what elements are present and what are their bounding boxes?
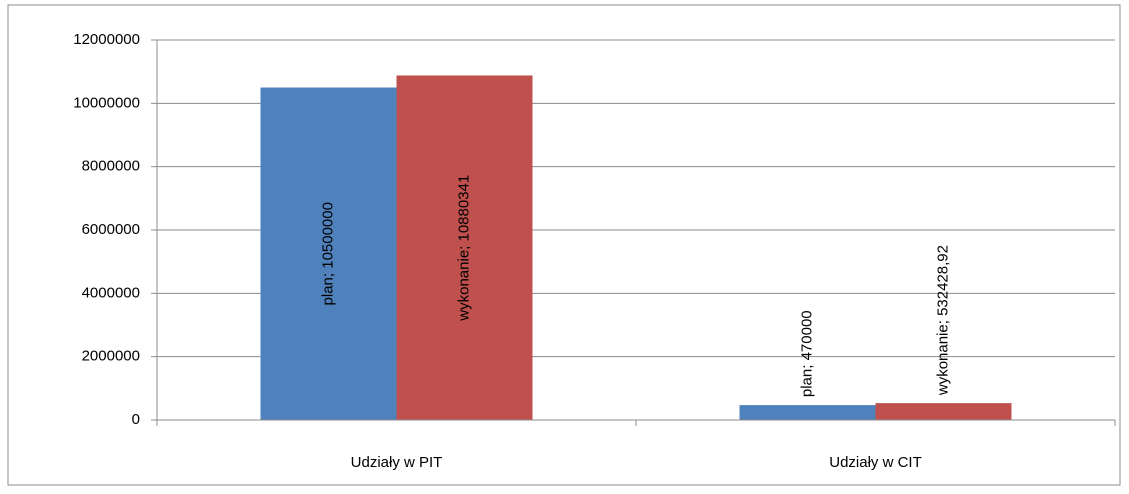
y-tick-label: 10000000 (73, 94, 140, 111)
data-label: plan; 470000 (798, 310, 815, 397)
bar (396, 75, 533, 420)
y-tick-label: 6000000 (82, 221, 140, 238)
y-tick-label: 12000000 (73, 31, 140, 48)
y-tick-label: 2000000 (82, 348, 140, 365)
y-tick-label: 4000000 (82, 284, 140, 301)
data-label: wykonanie; 10880341 (455, 175, 472, 322)
y-tick-label: 8000000 (82, 158, 140, 175)
data-label: wykonanie; 532428,92 (934, 245, 951, 396)
bar (260, 87, 397, 420)
x-tick-label: Udziały w CIT (829, 454, 922, 471)
y-tick-label: 0 (132, 411, 140, 428)
data-label: plan; 10500000 (319, 202, 336, 305)
bar (875, 403, 1012, 420)
bar (739, 405, 876, 420)
x-tick-label: Udziały w PIT (351, 454, 443, 471)
